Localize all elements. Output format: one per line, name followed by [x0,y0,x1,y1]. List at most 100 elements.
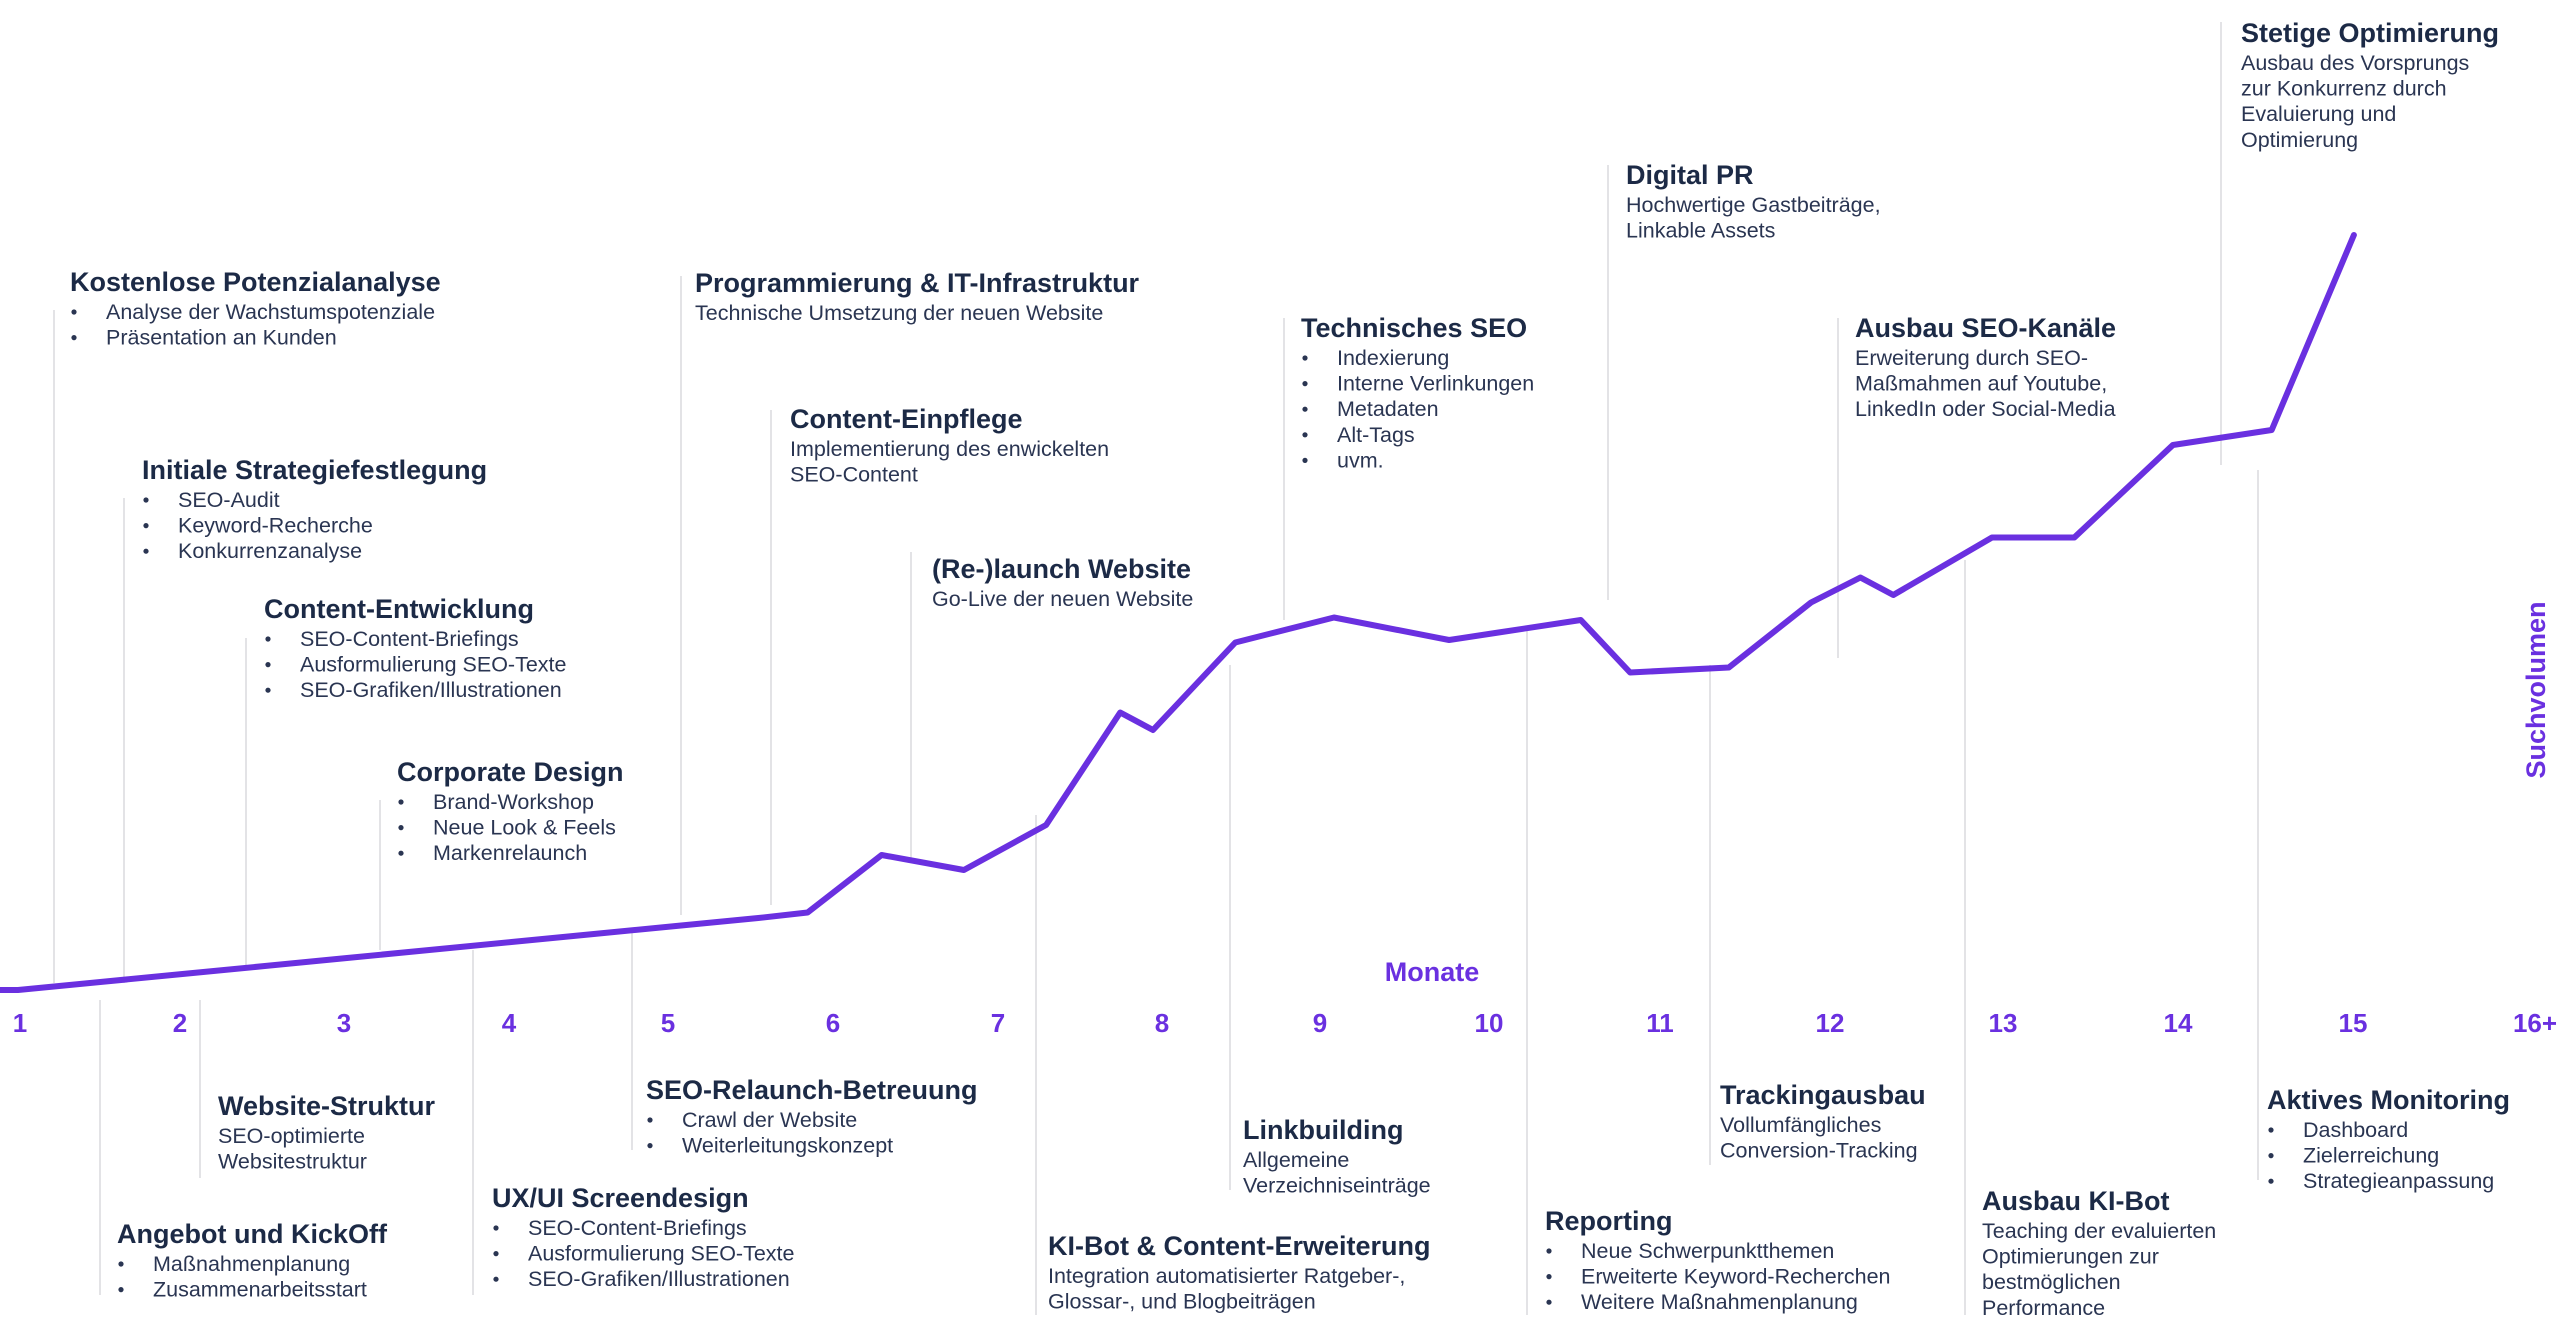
milestone-description: Integration automatisierter Ratgeber-, [1048,1264,1405,1288]
milestone-title: Trackingausbau [1720,1080,1926,1110]
milestone-description: Evaluierung und [2241,102,2396,126]
bullet-dot [71,309,77,315]
milestone-description: SEO-Content [790,463,918,487]
milestone: SEO-Relaunch-Betreuung Crawl der WebsiteW… [646,1075,978,1158]
milestone: Initiale Strategiefestlegung SEO-AuditKey… [142,455,487,563]
milestone-bullet: Ausformulierung SEO-Texte [528,1242,794,1266]
milestone-description: Maßmahmen auf Youtube, [1855,372,2107,396]
milestone-bullet: SEO-Content-Briefings [528,1216,747,1240]
milestone-bullet: Alt-Tags [1337,423,1415,447]
milestone-bullet: Zielerreichung [2303,1144,2439,1168]
milestone-description: Teaching der evaluierten [1982,1219,2216,1243]
milestone: Stetige Optimierung Ausbau des Vorsprungs… [2241,18,2499,152]
milestone-bullet: Strategieanpassung [2303,1169,2494,1193]
milestone: Content-Entwicklung SEO-Content-Briefings… [264,594,566,702]
bullet-dot [493,1276,499,1282]
milestone-bullet: Dashboard [2303,1118,2408,1142]
x-axis-ticks: 1 2 3 4 5 6 7 8 9 10 11 12 13 14 15 16+ [13,1008,2557,1038]
milestone-description: zur Konkurrenz durch [2241,77,2447,101]
milestone-labels: Kostenlose Potenzialanalyse Analyse der W… [70,18,2510,1320]
milestone-bullet: Erweiterte Keyword-Recherchen [1581,1265,1891,1289]
y-axis-label: Suchvolumen [2521,601,2551,778]
milestone-description: Implementierung des enwickelten [790,437,1109,461]
milestone-title: Ausbau SEO-Kanäle [1855,313,2116,343]
milestone: Reporting Neue SchwerpunktthemenErweitert… [1545,1206,1891,1314]
milestone: Kostenlose Potenzialanalyse Analyse der W… [70,267,441,350]
milestone: Ausbau SEO-Kanäle Erweiterung durch SEO-M… [1855,313,2116,421]
milestone-bullet: SEO-Audit [178,488,280,512]
bullet-dot [647,1117,653,1123]
x-tick-label: 2 [173,1008,187,1038]
x-tick-label: 12 [1816,1008,1845,1038]
milestone-description: Ausbau des Vorsprungs [2241,51,2469,75]
milestone-description: Optimierungen zur [1982,1245,2159,1269]
milestone-bullet: Weitere Maßnahmenplanung [1581,1290,1858,1314]
milestone: KI-Bot & Content-Erweiterung Integration … [1048,1231,1430,1314]
milestone-title: Initiale Strategiefestlegung [142,455,487,485]
milestone: Angebot und KickOff MaßnahmenplanungZusam… [117,1219,388,1302]
bullet-dot [2268,1153,2274,1159]
x-tick-label: 7 [991,1008,1005,1038]
milestone-description: Technische Umsetzung der neuen Website [695,301,1103,325]
bullet-dot [493,1251,499,1257]
bullet-dot [265,662,271,668]
milestone-title: Reporting [1545,1206,1673,1236]
x-tick-label: 3 [337,1008,351,1038]
bullet-dot [71,335,77,341]
milestone-bullet: Keyword-Recherche [178,514,373,538]
milestone-description: Go-Live der neuen Website [932,587,1193,611]
milestone: Content-Einpflege Implementierung des enw… [790,404,1109,487]
x-tick-label: 13 [1989,1008,2018,1038]
milestone-bullet: uvm. [1337,448,1384,472]
milestone-bullet: Neue Look & Feels [433,816,616,840]
milestone-title: KI-Bot & Content-Erweiterung [1048,1231,1430,1261]
bullet-dot [1302,381,1308,387]
milestone-title: Content-Entwicklung [264,594,534,624]
milestone-bullet: Markenrelaunch [433,841,587,865]
milestone-bullet: SEO-Content-Briefings [300,627,519,651]
bullet-dot [647,1143,653,1149]
bullet-dot [398,825,404,831]
bullet-dot [2268,1178,2274,1184]
x-tick-label: 16+ [2513,1008,2557,1038]
x-tick-label: 5 [661,1008,675,1038]
milestone-description: Linkable Assets [1626,219,1775,243]
milestone-bullet: Konkurrenzanalyse [178,539,362,563]
milestone-bullet: Weiterleitungskonzept [682,1134,893,1158]
x-tick-label: 1 [13,1008,27,1038]
bullet-dot [1546,1248,1552,1254]
milestone-title: Kostenlose Potenzialanalyse [70,267,441,297]
bullet-dot [265,687,271,693]
bullet-dot [118,1261,124,1267]
bullet-dot [1302,432,1308,438]
milestone-bullet: SEO-Grafiken/Illustrationen [300,678,562,702]
milestone-title: UX/UI Screendesign [492,1183,749,1213]
milestone-title: Corporate Design [397,757,624,787]
bullet-dot [398,799,404,805]
milestone-bullet: Interne Verlinkungen [1337,372,1534,396]
milestone-description: Erweiterung durch SEO- [1855,346,2088,370]
milestone-title: Digital PR [1626,160,1754,190]
bullet-dot [1302,457,1308,463]
bullet-dot [1546,1274,1552,1280]
milestone-title: Content-Einpflege [790,404,1022,434]
milestone-connectors [53,22,2259,1315]
x-tick-label: 11 [1646,1008,1674,1038]
milestone-title: Aktives Monitoring [2267,1085,2510,1115]
milestone-bullet: Analyse der Wachstumspotenziale [106,300,435,324]
milestone-description: Verzeichniseinträge [1243,1174,1431,1198]
milestone: Aktives Monitoring DashboardZielerreichun… [2267,1085,2510,1193]
bullet-dot [143,523,149,529]
series-line [0,232,2357,993]
milestone-bullet: Brand-Workshop [433,790,594,814]
bullet-dot [398,850,404,856]
milestone-description: bestmöglichen [1982,1270,2121,1294]
x-tick-label: 8 [1155,1008,1169,1038]
x-tick-label: 6 [826,1008,840,1038]
milestone-title: Ausbau KI-Bot [1982,1186,2169,1216]
x-tick-label: 15 [2339,1008,2368,1038]
x-tick-label: 10 [1475,1008,1504,1038]
milestone-description: Performance [1982,1296,2105,1320]
